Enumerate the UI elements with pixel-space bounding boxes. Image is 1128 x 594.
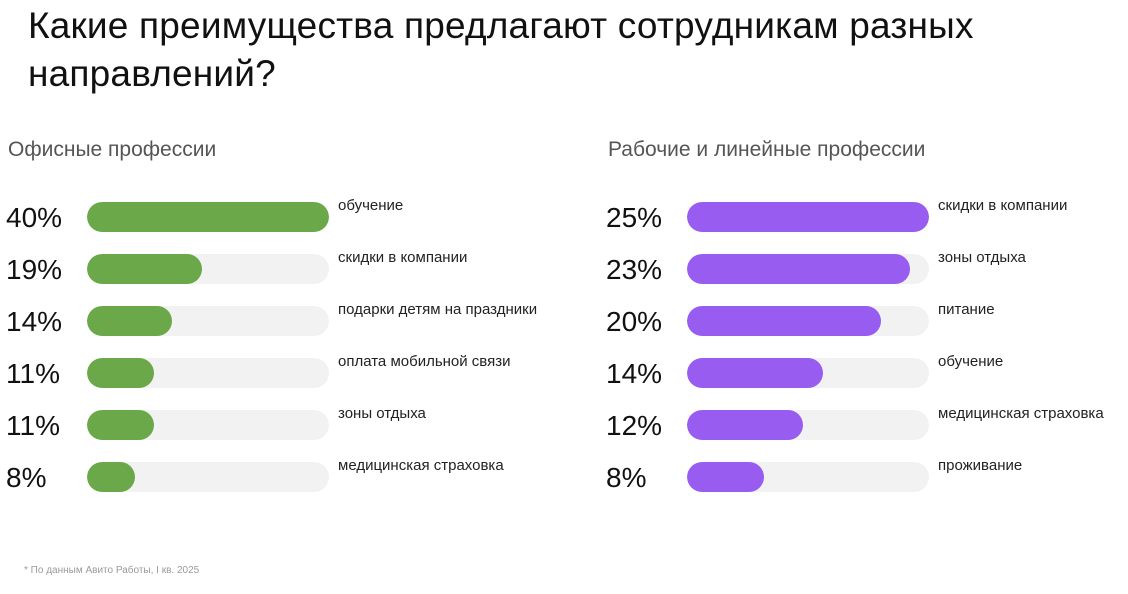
worker-bar-category-label: зоны отдыха xyxy=(938,249,1026,266)
worker-professions-chart: Рабочие и линейные профессии 25% скидки в… xyxy=(600,0,1128,594)
worker-bar-category-label: питание xyxy=(938,301,995,318)
worker-bar xyxy=(687,306,881,336)
office-bar-row: 11% зоны отдыха xyxy=(0,405,560,450)
office-bar-row: 8% медицинская страховка xyxy=(0,457,560,502)
worker-bar-row: 12% медицинская страховка xyxy=(600,405,1128,450)
office-bar-category-label: подарки детям на праздники xyxy=(338,301,538,318)
worker-bar-category-label: обучение xyxy=(938,353,1004,370)
office-bar-row: 40% обучение xyxy=(0,197,560,242)
worker-bar-track xyxy=(687,462,929,492)
office-bar-category-label: медицинская страховка xyxy=(338,457,504,474)
worker-bar xyxy=(687,410,803,440)
office-bar-row: 11% оплата мобильной связи xyxy=(0,353,560,398)
office-professions-title: Офисные профессии xyxy=(8,138,217,161)
office-bar xyxy=(87,306,172,336)
office-bar-category-label: скидки в компании xyxy=(338,249,468,266)
worker-bar-category-label: проживание xyxy=(938,457,1023,474)
worker-bar-track xyxy=(687,358,929,388)
worker-professions-title: Рабочие и линейные профессии xyxy=(608,138,926,161)
worker-bar-value-label: 25% xyxy=(606,202,663,233)
office-bar-track xyxy=(87,410,329,440)
worker-bar-row: 8% проживание xyxy=(600,457,1128,502)
worker-bar xyxy=(687,462,764,492)
worker-bar-value-label: 20% xyxy=(606,306,663,337)
office-bar-value-label: 11% xyxy=(6,410,60,441)
office-bar-category-label: оплата мобильной связи xyxy=(338,353,511,370)
worker-bar xyxy=(687,202,929,232)
worker-bar-category-label: медицинская страховка xyxy=(938,405,1104,422)
worker-bar-track xyxy=(687,410,929,440)
office-bar xyxy=(87,462,135,492)
office-bar-value-label: 11% xyxy=(6,358,60,389)
office-bar-track xyxy=(87,254,329,284)
office-bar xyxy=(87,254,202,284)
office-bar-row: 14% подарки детям на праздники xyxy=(0,301,560,346)
worker-bar-row: 25% скидки в компании xyxy=(600,197,1128,242)
office-bar-category-label: зоны отдыха xyxy=(338,405,426,422)
office-bar-track xyxy=(87,462,329,492)
office-bar xyxy=(87,358,154,388)
office-bar-value-label: 14% xyxy=(6,306,63,337)
worker-bar-row: 14% обучение xyxy=(600,353,1128,398)
worker-bar xyxy=(687,358,823,388)
worker-bar-category-label: скидки в компании xyxy=(938,197,1068,214)
office-bar-value-label: 40% xyxy=(6,202,63,233)
worker-bar-track xyxy=(687,202,929,232)
office-bar-value-label: 8% xyxy=(6,462,47,493)
office-bar-row: 19% скидки в компании xyxy=(0,249,560,294)
worker-bar-value-label: 23% xyxy=(606,254,663,285)
office-bar-track xyxy=(87,358,329,388)
office-bar-value-label: 19% xyxy=(6,254,63,285)
worker-bar xyxy=(687,254,910,284)
worker-bar-track xyxy=(687,254,929,284)
office-bar xyxy=(87,202,329,232)
office-bar-track xyxy=(87,202,329,232)
worker-bar-row: 23% зоны отдыха xyxy=(600,249,1128,294)
worker-bar-value-label: 14% xyxy=(606,358,663,389)
chart-main-title: Какие преимущества предлагают сотрудника… xyxy=(28,5,974,94)
office-professions-chart: Офисные профессии 40% обучение 19% скидки в… xyxy=(0,0,560,594)
worker-bar-value-label: 12% xyxy=(606,410,663,441)
worker-bar-value-label: 8% xyxy=(606,462,647,493)
source-footnote: * По данным Авито Работы, I кв. 2025 xyxy=(24,565,200,576)
office-bar-category-label: обучение xyxy=(338,197,404,214)
office-bar-track xyxy=(87,306,329,336)
office-bar xyxy=(87,410,154,440)
worker-bar-track xyxy=(687,306,929,336)
worker-bar-row: 20% питание xyxy=(600,301,1128,346)
